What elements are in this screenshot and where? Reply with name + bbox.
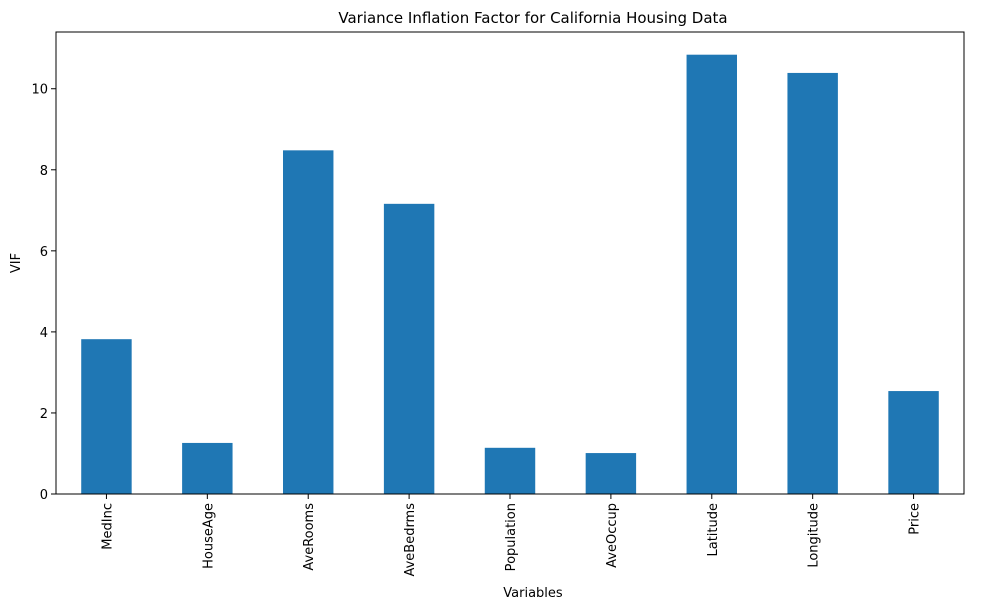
y-tick-label: 10 bbox=[31, 83, 48, 98]
y-axis-title: VIF bbox=[9, 253, 24, 273]
bar-houseage bbox=[182, 442, 233, 494]
x-tick-label: HouseAge bbox=[201, 503, 216, 569]
y-tick-label: 4 bbox=[40, 326, 48, 341]
bar-population bbox=[484, 447, 536, 494]
x-tick-label: AveOccup bbox=[605, 503, 620, 568]
x-tick-label: Price bbox=[908, 503, 923, 535]
bar-aveoccup bbox=[585, 453, 637, 494]
x-tick-label: MedInc bbox=[100, 503, 115, 550]
x-tick-label: Latitude bbox=[706, 503, 721, 557]
x-axis: MedInc HouseAge AveRooms AveBedrms Populatio… bbox=[100, 494, 923, 577]
y-axis: 0 2 4 6 8 10 bbox=[31, 83, 56, 503]
x-tick-label: Population bbox=[504, 503, 519, 571]
y-tick-label: 8 bbox=[40, 164, 48, 179]
chart-title: Variance Inflation Factor for California… bbox=[338, 9, 727, 27]
bar-avebedrms bbox=[383, 203, 435, 494]
bar-longitude bbox=[787, 72, 838, 494]
x-axis-title: Variables bbox=[503, 586, 563, 601]
bar-price bbox=[888, 391, 939, 494]
bars-group bbox=[81, 54, 939, 495]
x-tick-label: AveRooms bbox=[302, 503, 317, 571]
y-tick-label: 6 bbox=[40, 245, 48, 260]
y-tick-label: 2 bbox=[40, 407, 48, 422]
bar-medinc bbox=[81, 339, 132, 494]
x-tick-label: AveBedrms bbox=[403, 503, 418, 577]
y-tick-label: 0 bbox=[40, 488, 48, 503]
bar-averooms bbox=[283, 150, 334, 494]
x-tick-label: Longitude bbox=[807, 503, 822, 568]
bar-latitude bbox=[686, 54, 737, 495]
